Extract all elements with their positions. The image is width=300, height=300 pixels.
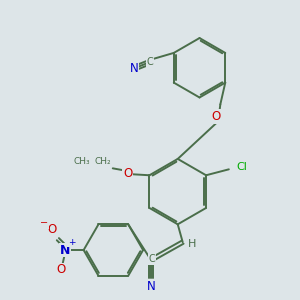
- Text: CH₂: CH₂: [94, 157, 111, 166]
- Text: +: +: [68, 238, 76, 247]
- Text: O: O: [123, 167, 132, 180]
- Text: Cl: Cl: [237, 162, 248, 172]
- Text: H: H: [188, 239, 196, 249]
- Text: O: O: [47, 223, 56, 236]
- Text: −: −: [40, 218, 48, 228]
- Text: O: O: [56, 263, 65, 276]
- Text: C: C: [147, 57, 153, 67]
- Text: O: O: [212, 110, 221, 123]
- Text: CH₃: CH₃: [74, 157, 90, 166]
- Text: N: N: [60, 244, 70, 256]
- Text: N: N: [130, 62, 139, 75]
- Text: C: C: [148, 254, 155, 264]
- Text: N: N: [147, 280, 155, 293]
